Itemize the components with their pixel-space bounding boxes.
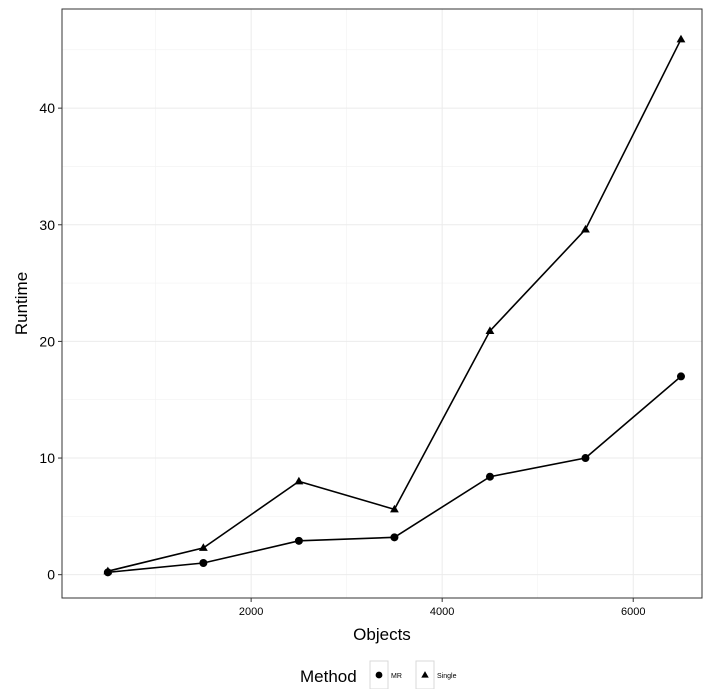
legend-key-single <box>421 671 429 678</box>
legend-label: Single <box>437 673 457 680</box>
data-point-single <box>103 566 113 575</box>
legend: Method MR Single <box>300 660 457 689</box>
x-tick-label: 4000 <box>430 606 454 618</box>
data-point-mr <box>390 533 399 542</box>
data-point-single <box>676 34 686 43</box>
data-point-mr <box>676 372 685 381</box>
x-tick-label: 6000 <box>621 606 645 618</box>
data-point-single <box>485 326 495 334</box>
legend-label: MR <box>391 673 402 680</box>
data-point-mr <box>199 559 208 568</box>
data-point-single <box>581 224 590 233</box>
data-point-mr <box>581 454 590 463</box>
data-point-single <box>390 504 399 513</box>
data-point-single <box>294 476 304 485</box>
x-axis-title: Objects <box>353 625 411 644</box>
series-mr <box>103 372 685 577</box>
series-line-mr <box>107 375 682 574</box>
x-tick-label: 2000 <box>239 606 263 618</box>
y-tick-label: 30 <box>39 217 55 233</box>
series-single <box>103 34 686 575</box>
data-point-single <box>198 543 208 551</box>
data-point-mr <box>294 536 303 545</box>
y-tick-label: 0 <box>47 567 55 583</box>
legend-key-mr <box>375 671 383 679</box>
y-axis-title: Runtime <box>12 272 31 335</box>
data-point-mr <box>485 472 494 481</box>
axes: 2000 4000 6000 0 10 20 30 40 <box>39 100 645 618</box>
panel-border <box>61 8 703 599</box>
series-line-single <box>107 38 682 572</box>
series-layer <box>103 34 686 577</box>
legend-title: Method <box>300 667 357 686</box>
y-tick-label: 10 <box>39 450 55 466</box>
y-tick-label: 40 <box>39 100 55 116</box>
grid <box>62 9 702 598</box>
y-tick-label: 20 <box>39 333 55 349</box>
